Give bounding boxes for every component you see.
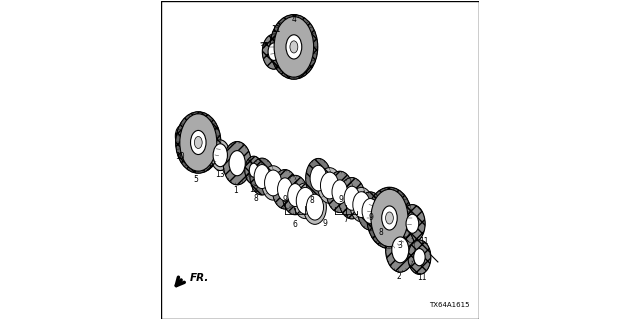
Ellipse shape [406,214,419,233]
Text: 9: 9 [323,219,327,228]
Ellipse shape [175,112,221,173]
Ellipse shape [245,156,262,184]
Ellipse shape [353,192,370,218]
Ellipse shape [282,175,308,215]
Ellipse shape [293,183,317,219]
Ellipse shape [344,186,360,210]
Text: TX64A1615: TX64A1615 [429,302,470,308]
Ellipse shape [399,204,425,243]
Ellipse shape [381,206,397,230]
Text: 1: 1 [233,186,237,195]
Ellipse shape [326,171,353,212]
Text: 9: 9 [369,213,373,222]
Ellipse shape [339,178,365,219]
Ellipse shape [180,114,217,171]
Ellipse shape [223,141,251,185]
Text: 11: 11 [417,273,427,282]
Ellipse shape [264,170,282,196]
Text: 8: 8 [378,228,383,237]
Text: 3: 3 [397,241,402,250]
Ellipse shape [272,170,298,209]
Text: 10: 10 [175,152,185,161]
Ellipse shape [262,166,285,200]
Ellipse shape [362,198,379,223]
Text: 13: 13 [216,170,225,179]
Ellipse shape [195,136,202,148]
Ellipse shape [350,188,373,222]
Text: 6: 6 [292,220,298,229]
Ellipse shape [274,17,314,77]
Ellipse shape [288,184,303,206]
Ellipse shape [286,35,302,59]
Text: 5: 5 [193,175,198,184]
Text: 11: 11 [271,25,281,34]
Ellipse shape [321,172,339,199]
Ellipse shape [358,192,383,230]
Ellipse shape [392,237,409,263]
Text: 4: 4 [292,15,297,24]
Text: 9: 9 [339,195,343,204]
Text: 12: 12 [249,185,259,194]
Ellipse shape [332,180,348,204]
Ellipse shape [303,190,326,224]
Ellipse shape [191,131,206,155]
Text: 2: 2 [397,272,401,281]
Ellipse shape [413,249,425,266]
Ellipse shape [249,163,258,177]
Ellipse shape [371,189,408,247]
Ellipse shape [306,158,331,198]
Ellipse shape [262,34,285,69]
Ellipse shape [254,164,270,188]
Ellipse shape [408,240,431,274]
Ellipse shape [386,228,415,272]
Ellipse shape [250,158,274,195]
Ellipse shape [317,168,342,203]
Ellipse shape [385,212,394,224]
Ellipse shape [213,144,227,167]
Text: 9: 9 [282,195,287,204]
Text: 8: 8 [310,196,315,205]
Ellipse shape [229,151,245,176]
Ellipse shape [310,165,326,191]
Text: 7: 7 [344,215,348,224]
Ellipse shape [290,41,298,53]
Text: 11: 11 [419,237,428,246]
Ellipse shape [211,140,230,171]
Text: FR.: FR. [189,273,209,283]
Ellipse shape [367,187,412,249]
Ellipse shape [268,43,280,60]
Text: 8: 8 [253,194,258,204]
Ellipse shape [270,14,318,79]
Ellipse shape [307,194,323,220]
Ellipse shape [296,188,314,214]
Ellipse shape [278,178,292,201]
